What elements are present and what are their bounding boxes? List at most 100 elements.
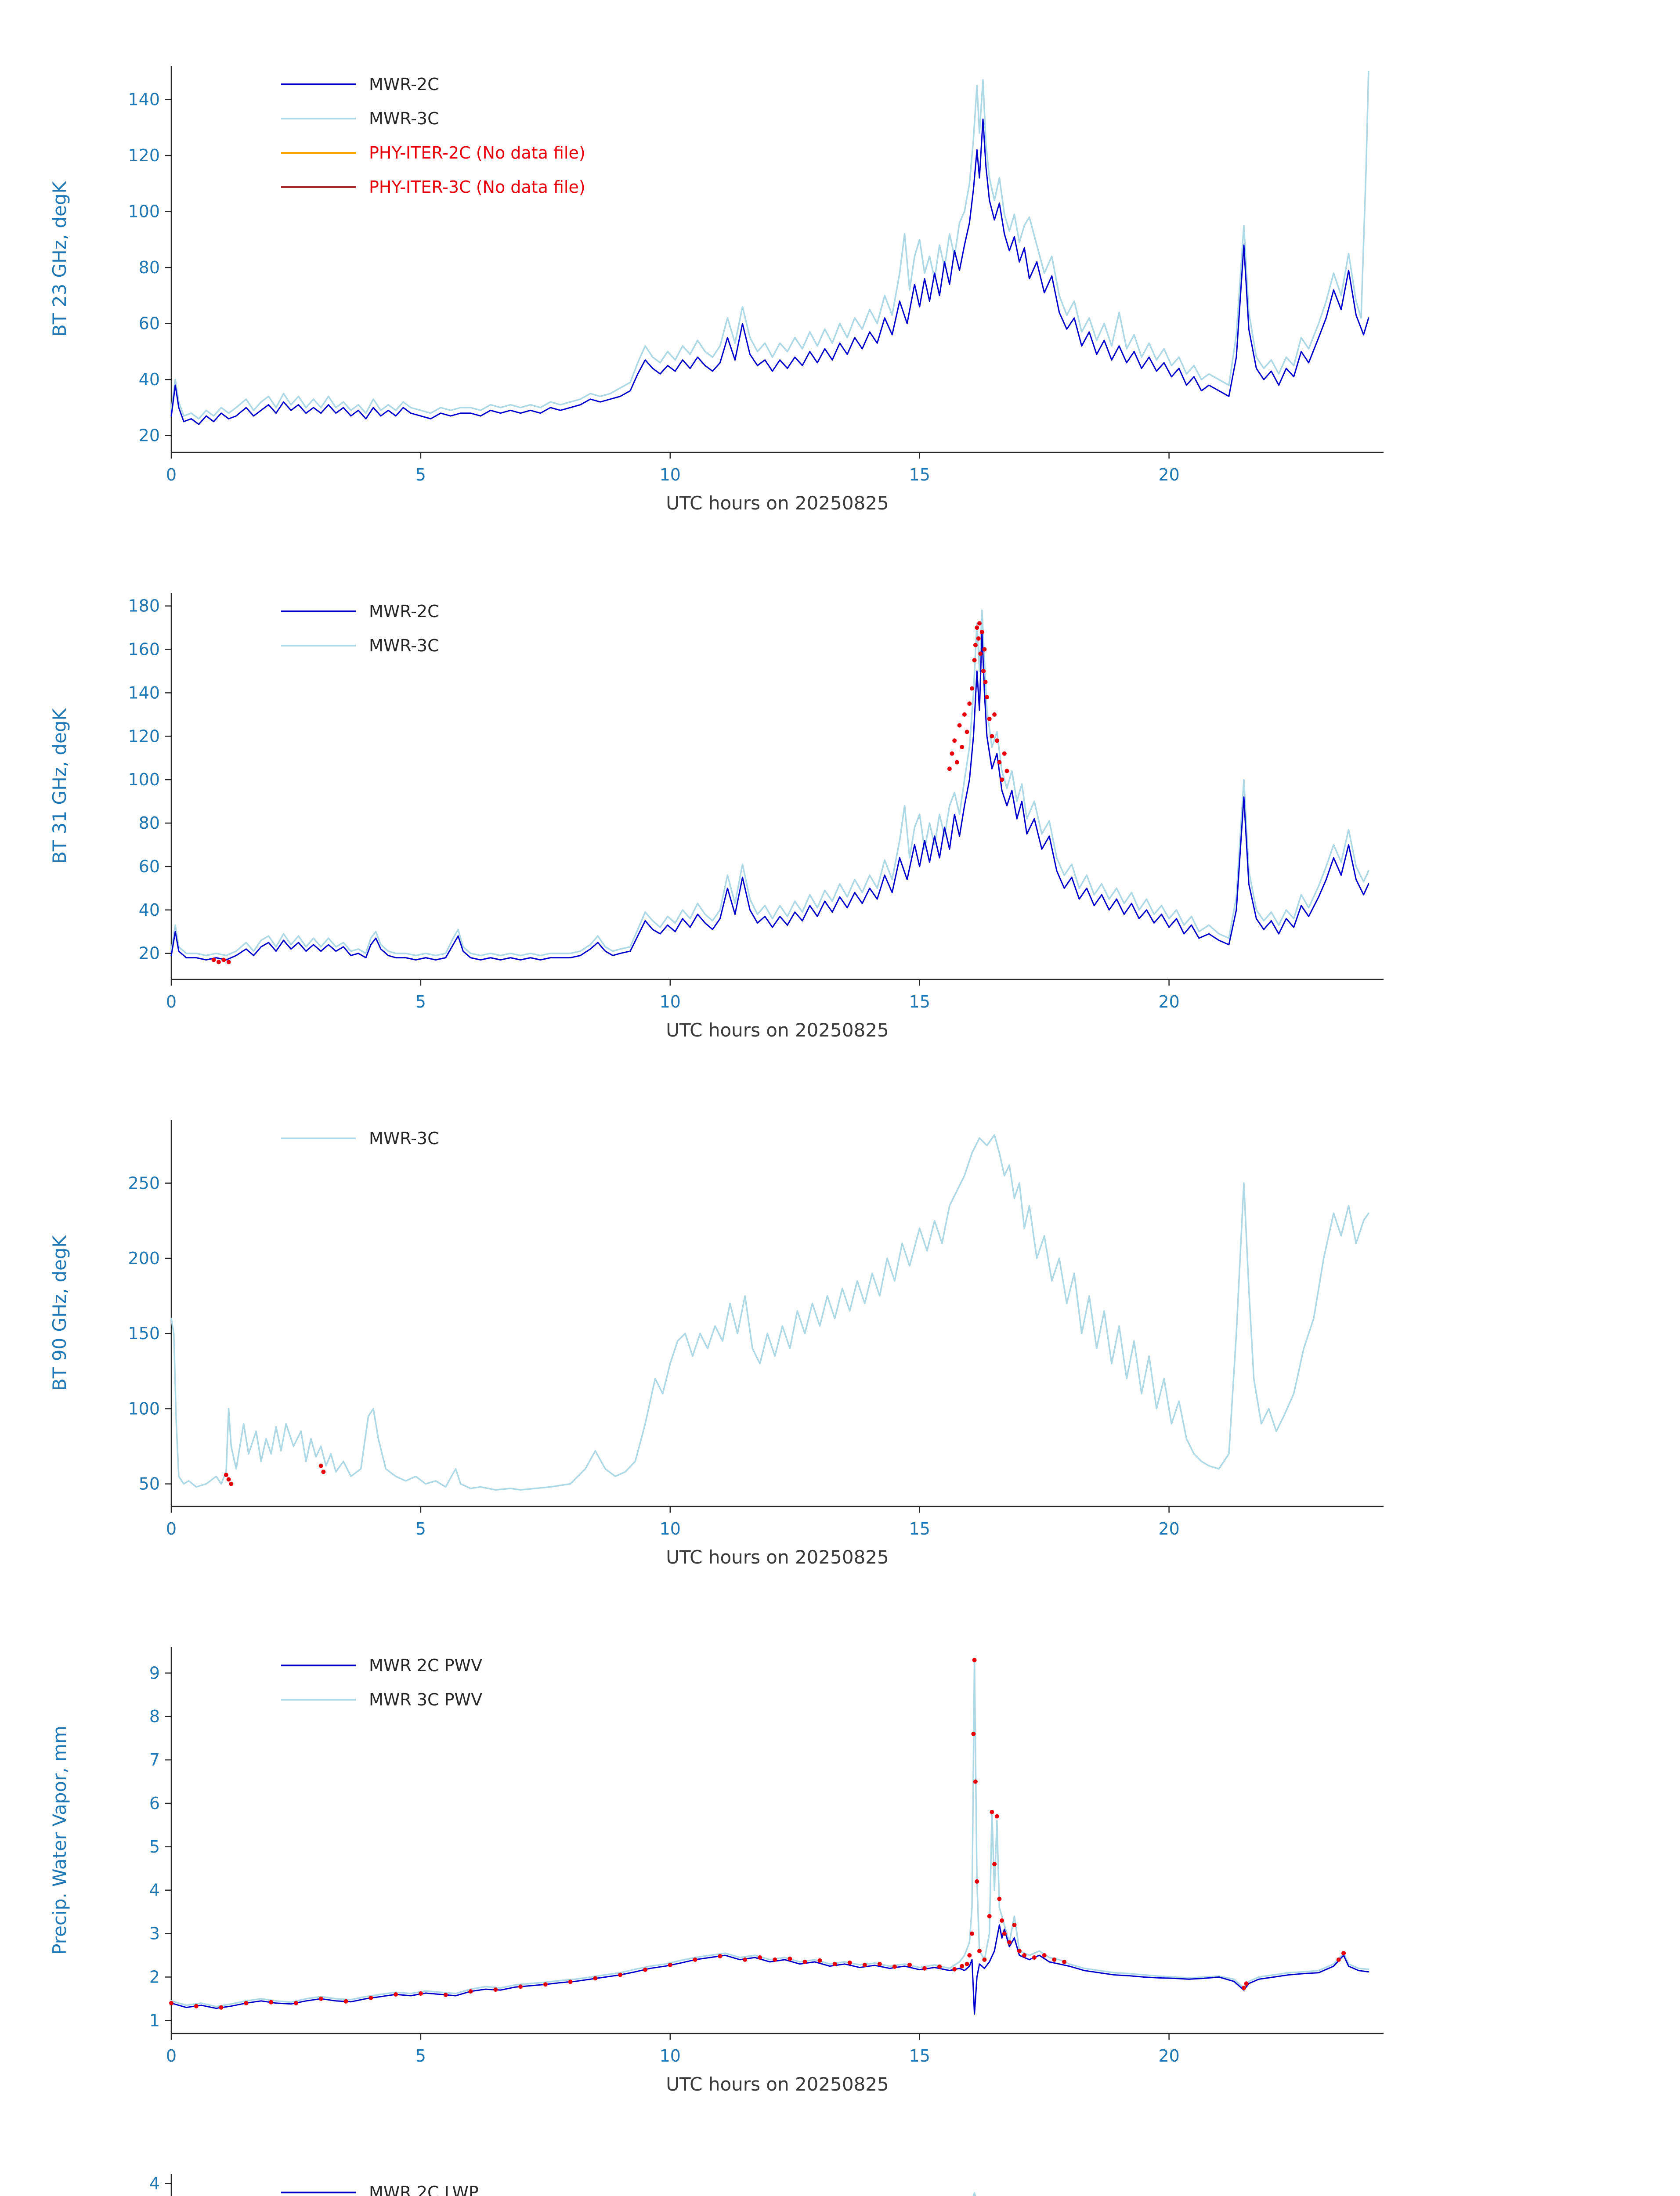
x-axis-label: UTC hours on 20250825 — [666, 2073, 889, 2095]
y-tick-label: 3 — [149, 1924, 160, 1943]
red-flagged-points — [224, 1473, 228, 1477]
red-flagged-points — [1341, 1951, 1346, 1956]
red-flagged-points — [169, 2001, 173, 2005]
x-tick-label: 0 — [166, 465, 177, 484]
red-flagged-points — [981, 669, 986, 673]
red-flagged-points — [947, 766, 952, 771]
red-flagged-points — [977, 621, 982, 626]
y-tick-label: 4 — [149, 1881, 160, 1900]
y-tick-label: 160 — [128, 640, 160, 659]
y-tick-label: 8 — [149, 1707, 160, 1726]
red-flagged-points — [975, 625, 979, 630]
red-flagged-points — [294, 2001, 298, 2005]
red-flagged-points — [992, 712, 997, 717]
red-flagged-points — [493, 1987, 498, 1992]
x-tick-label: 20 — [1158, 2046, 1179, 2066]
y-tick-label: 100 — [128, 1399, 160, 1418]
red-flagged-points — [950, 751, 954, 756]
y-tick-label: 5 — [149, 1837, 160, 1856]
red-flagged-points — [1002, 751, 1007, 756]
red-flagged-points — [269, 2000, 274, 2005]
series-line-mwr-3c — [170, 71, 1369, 420]
red-flagged-points — [369, 1995, 373, 2000]
x-axis-label: UTC hours on 20250825 — [666, 1019, 889, 1041]
legend-label: MWR 3C PWV — [369, 1690, 482, 1709]
red-flagged-points — [568, 1979, 573, 1984]
red-flagged-points — [1012, 1922, 1017, 1927]
y-tick-label: 100 — [128, 202, 160, 221]
chart-canvas-bt-90ghz: 50 100 150 200 250 0 5 10 15 20 BT 90 GHz, degK UTC… — [49, 1120, 1384, 1568]
chart-canvas-bt-23ghz: 20 40 60 80 100 120 140 0 5 10 15 20 BT 23 GHz, degK… — [49, 66, 1384, 514]
red-flagged-points — [1032, 1955, 1037, 1960]
red-flagged-points — [226, 960, 231, 964]
chart-lwp: 00.511.522.533.5405101520log10 Liquid Wa… — [0, 2108, 1680, 2196]
y-tick-label: 80 — [139, 813, 160, 833]
y-tick-label: 6 — [149, 1794, 160, 1813]
red-flagged-points — [394, 1992, 398, 1997]
red-flagged-points — [973, 1779, 978, 1784]
red-flagged-points — [990, 1810, 994, 1814]
red-flagged-points — [992, 1862, 997, 1867]
red-flagged-points — [965, 1961, 969, 1966]
red-flagged-points — [973, 643, 978, 647]
red-flagged-points — [229, 1481, 234, 1486]
series-line-mwr-2c — [170, 631, 1369, 961]
red-flagged-points — [221, 957, 226, 962]
red-flagged-points — [1022, 1953, 1027, 1958]
red-flagged-points — [618, 1972, 623, 1977]
red-flagged-points — [952, 1967, 957, 1972]
red-flagged-points — [832, 1961, 837, 1966]
x-axis-label: UTC hours on 20250825 — [666, 1546, 889, 1568]
red-flagged-points — [847, 1960, 852, 1965]
y-tick-label: 50 — [139, 1474, 160, 1494]
chart-canvas-pwv: 1 2 3 4 5 6 7 8 9 0 5 10 15 20 Precip. Water Vapor, mm… — [49, 1647, 1384, 2095]
red-flagged-points — [971, 1731, 976, 1736]
chart-bt-31ghz: 20 40 60 80 100 120 140 160 180 0 5 10 15 20 BT 31 GHz… — [0, 527, 1680, 1054]
red-flagged-points — [743, 1957, 748, 1962]
red-flagged-points — [975, 1879, 979, 1884]
red-flagged-points — [1000, 777, 1004, 782]
red-flagged-points — [997, 1896, 1002, 1901]
red-flagged-points — [967, 701, 972, 706]
red-flagged-points — [982, 647, 987, 652]
x-tick-label: 20 — [1158, 992, 1179, 1011]
y-tick-label: 60 — [139, 857, 160, 876]
series-line-mwr-3c — [170, 1134, 1369, 1491]
y-axis-label: Precip. Water Vapor, mm — [49, 1726, 70, 1955]
red-flagged-points — [543, 1982, 548, 1987]
red-flagged-points — [965, 730, 969, 734]
red-flagged-points — [1017, 1949, 1022, 1954]
red-flagged-points — [593, 1976, 598, 1981]
x-tick-label: 0 — [166, 2046, 177, 2066]
red-flagged-points — [244, 2001, 249, 2005]
y-tick-label: 2 — [149, 1967, 160, 1987]
red-flagged-points — [960, 1964, 965, 1968]
legend-label: MWR-3C — [369, 109, 439, 128]
legend-label: MWR 2C LWP — [369, 2183, 479, 2196]
red-flagged-points — [994, 1814, 999, 1819]
red-flagged-points — [194, 2004, 199, 2008]
red-flagged-points — [967, 1953, 972, 1958]
red-flagged-points — [758, 1955, 762, 1960]
red-flagged-points — [318, 1996, 323, 2001]
red-flagged-points — [817, 1958, 822, 1963]
red-flagged-points — [877, 1961, 882, 1966]
x-tick-label: 20 — [1158, 1519, 1179, 1539]
legend-label: MWR-2C — [369, 602, 439, 621]
red-flagged-points — [216, 960, 221, 964]
red-flagged-points — [643, 1967, 647, 1972]
red-flagged-points — [343, 1999, 348, 2004]
x-tick-label: 20 — [1158, 465, 1179, 484]
red-flagged-points — [972, 1658, 977, 1662]
red-flagged-points — [802, 1959, 807, 1964]
red-flagged-points — [862, 1962, 867, 1967]
red-flagged-points — [982, 1957, 987, 1962]
x-tick-label: 10 — [660, 465, 681, 484]
red-flagged-points — [994, 738, 999, 743]
red-flagged-points — [1002, 1931, 1007, 1936]
x-tick-label: 15 — [909, 992, 930, 1011]
y-axis-label: BT 23 GHz, degK — [49, 181, 70, 337]
red-flagged-points — [987, 1914, 992, 1918]
red-flagged-points — [418, 1991, 423, 1996]
red-flagged-points — [937, 1964, 942, 1969]
